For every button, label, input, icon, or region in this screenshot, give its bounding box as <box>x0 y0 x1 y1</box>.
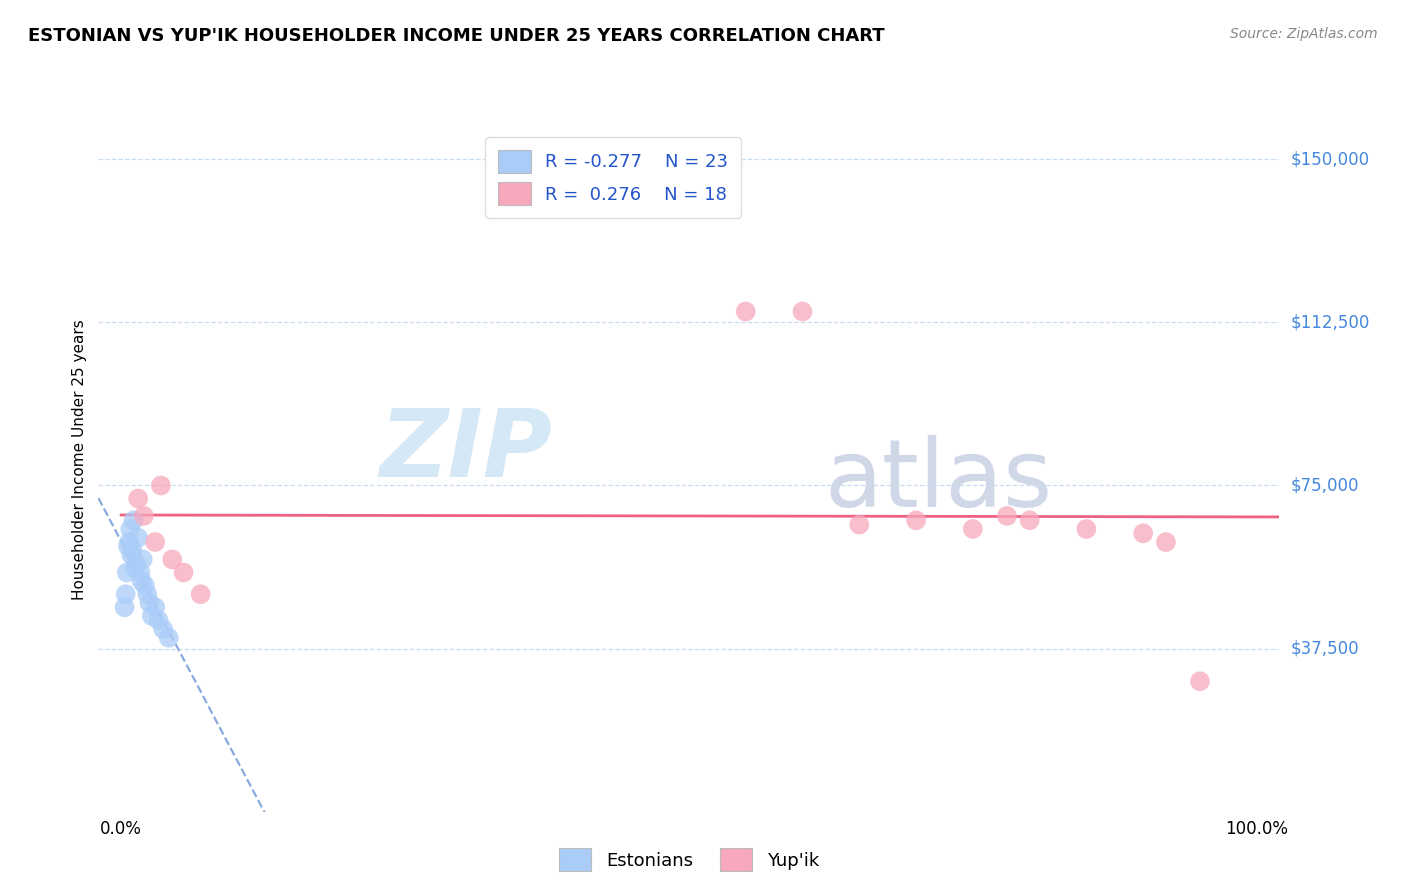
Point <box>121 543 143 558</box>
Point <box>995 508 1018 523</box>
Point <box>124 561 146 575</box>
Point <box>905 513 928 527</box>
Point <box>848 517 870 532</box>
Point <box>157 631 180 645</box>
Point <box>148 613 170 627</box>
Point <box>114 600 136 615</box>
Text: $75,000: $75,000 <box>1291 476 1360 494</box>
Point <box>120 522 142 536</box>
Point <box>117 540 139 554</box>
Point <box>1018 513 1040 527</box>
Legend: Estonians, Yup'ik: Estonians, Yup'ik <box>551 841 827 879</box>
Point <box>734 304 756 318</box>
Text: $37,500: $37,500 <box>1291 640 1360 657</box>
Point <box>120 548 142 562</box>
Legend: R = -0.277    N = 23, R =  0.276    N = 18: R = -0.277 N = 23, R = 0.276 N = 18 <box>485 137 741 218</box>
Point <box>143 600 166 615</box>
Point <box>162 552 183 566</box>
Point <box>138 596 160 610</box>
Text: ESTONIAN VS YUP'IK HOUSEHOLDER INCOME UNDER 25 YEARS CORRELATION CHART: ESTONIAN VS YUP'IK HOUSEHOLDER INCOME UN… <box>28 27 884 45</box>
Point <box>1188 674 1211 689</box>
Point <box>131 574 153 589</box>
Point <box>127 531 149 545</box>
Point <box>173 566 195 580</box>
Text: Source: ZipAtlas.com: Source: ZipAtlas.com <box>1230 27 1378 41</box>
Point <box>136 587 159 601</box>
Point <box>141 609 163 624</box>
Point <box>118 535 141 549</box>
Point <box>132 552 155 566</box>
Point <box>134 578 156 592</box>
Point <box>149 478 172 492</box>
Point <box>125 557 148 571</box>
Point <box>1154 535 1177 549</box>
Point <box>1132 526 1154 541</box>
Text: $112,500: $112,500 <box>1291 313 1369 331</box>
Point <box>122 513 145 527</box>
Y-axis label: Householder Income Under 25 years: Householder Income Under 25 years <box>72 319 87 599</box>
Point <box>143 535 166 549</box>
Point <box>1076 522 1098 536</box>
Text: $150,000: $150,000 <box>1291 150 1369 169</box>
Point <box>132 508 155 523</box>
Point <box>152 622 174 636</box>
Point <box>190 587 212 601</box>
Text: atlas: atlas <box>825 435 1053 527</box>
Text: ZIP: ZIP <box>380 405 553 497</box>
Point <box>129 566 152 580</box>
Point <box>114 587 136 601</box>
Point <box>127 491 149 506</box>
Point <box>115 566 138 580</box>
Point <box>962 522 984 536</box>
Point <box>792 304 814 318</box>
